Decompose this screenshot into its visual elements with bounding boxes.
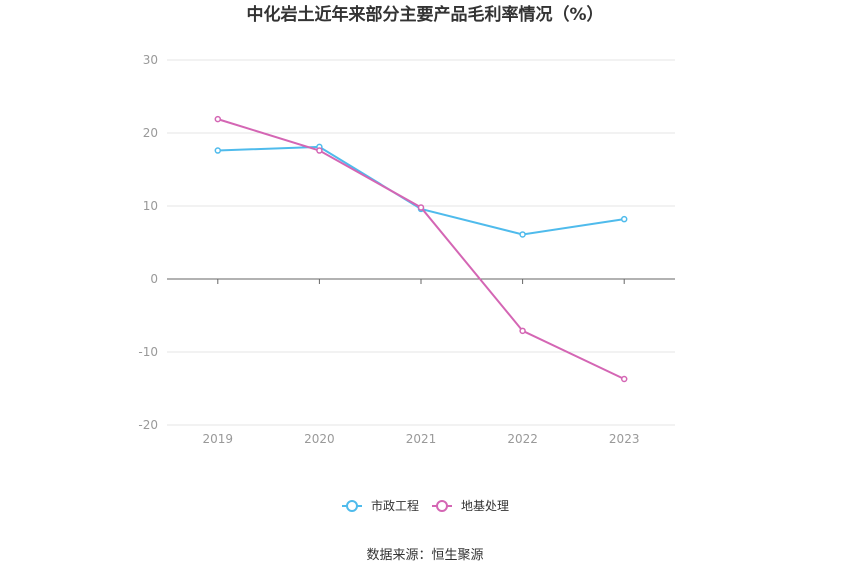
y-tick-label: 20 bbox=[143, 126, 158, 140]
y-tick-label: 30 bbox=[143, 53, 158, 67]
x-tick-label: 2021 bbox=[406, 432, 437, 446]
legend-label-series-1: 市政工程 bbox=[371, 498, 419, 513]
legend: 市政工程 地基处理 bbox=[342, 498, 509, 513]
series-line bbox=[217, 145, 625, 236]
data-source: 数据来源：恒生聚源 bbox=[366, 548, 483, 563]
legend-label-series-2: 地基处理 bbox=[461, 499, 509, 513]
y-tick-label: -20 bbox=[138, 418, 158, 432]
y-axis: 30 20 10 0 -10 -20 bbox=[138, 53, 158, 432]
x-tick-label: 2022 bbox=[507, 432, 538, 446]
data-point[interactable] bbox=[519, 327, 526, 335]
data-point[interactable] bbox=[214, 147, 222, 154]
data-point[interactable] bbox=[214, 115, 222, 123]
legend-item-series-2[interactable]: 地基处理 bbox=[432, 499, 509, 513]
data-point[interactable] bbox=[620, 215, 628, 223]
series bbox=[214, 115, 628, 383]
legend-marker-circle bbox=[436, 500, 448, 512]
x-axis bbox=[167, 278, 675, 284]
x-tick-label: 2019 bbox=[203, 432, 234, 446]
legend-marker-circle bbox=[346, 500, 358, 512]
grid bbox=[167, 59, 675, 426]
data-point[interactable] bbox=[519, 231, 526, 238]
x-tick-label: 2023 bbox=[609, 432, 640, 446]
series-2 bbox=[214, 115, 628, 383]
x-tick-label: 2020 bbox=[304, 432, 335, 446]
series-1 bbox=[214, 143, 628, 238]
data-point[interactable] bbox=[620, 375, 628, 383]
y-tick-label: -10 bbox=[138, 345, 158, 359]
y-tick-label: 10 bbox=[143, 199, 158, 213]
y-tick-label: 0 bbox=[150, 272, 158, 286]
chart-title: 中化岩土近年来部分主要产品毛利率情况（%） bbox=[246, 4, 603, 25]
x-tick-labels: 2019 2020 2021 2022 2023 bbox=[203, 432, 640, 446]
data-point[interactable] bbox=[316, 147, 323, 154]
series-line bbox=[217, 118, 625, 380]
data-point[interactable] bbox=[417, 204, 425, 211]
legend-item-series-1[interactable]: 市政工程 bbox=[342, 498, 419, 513]
